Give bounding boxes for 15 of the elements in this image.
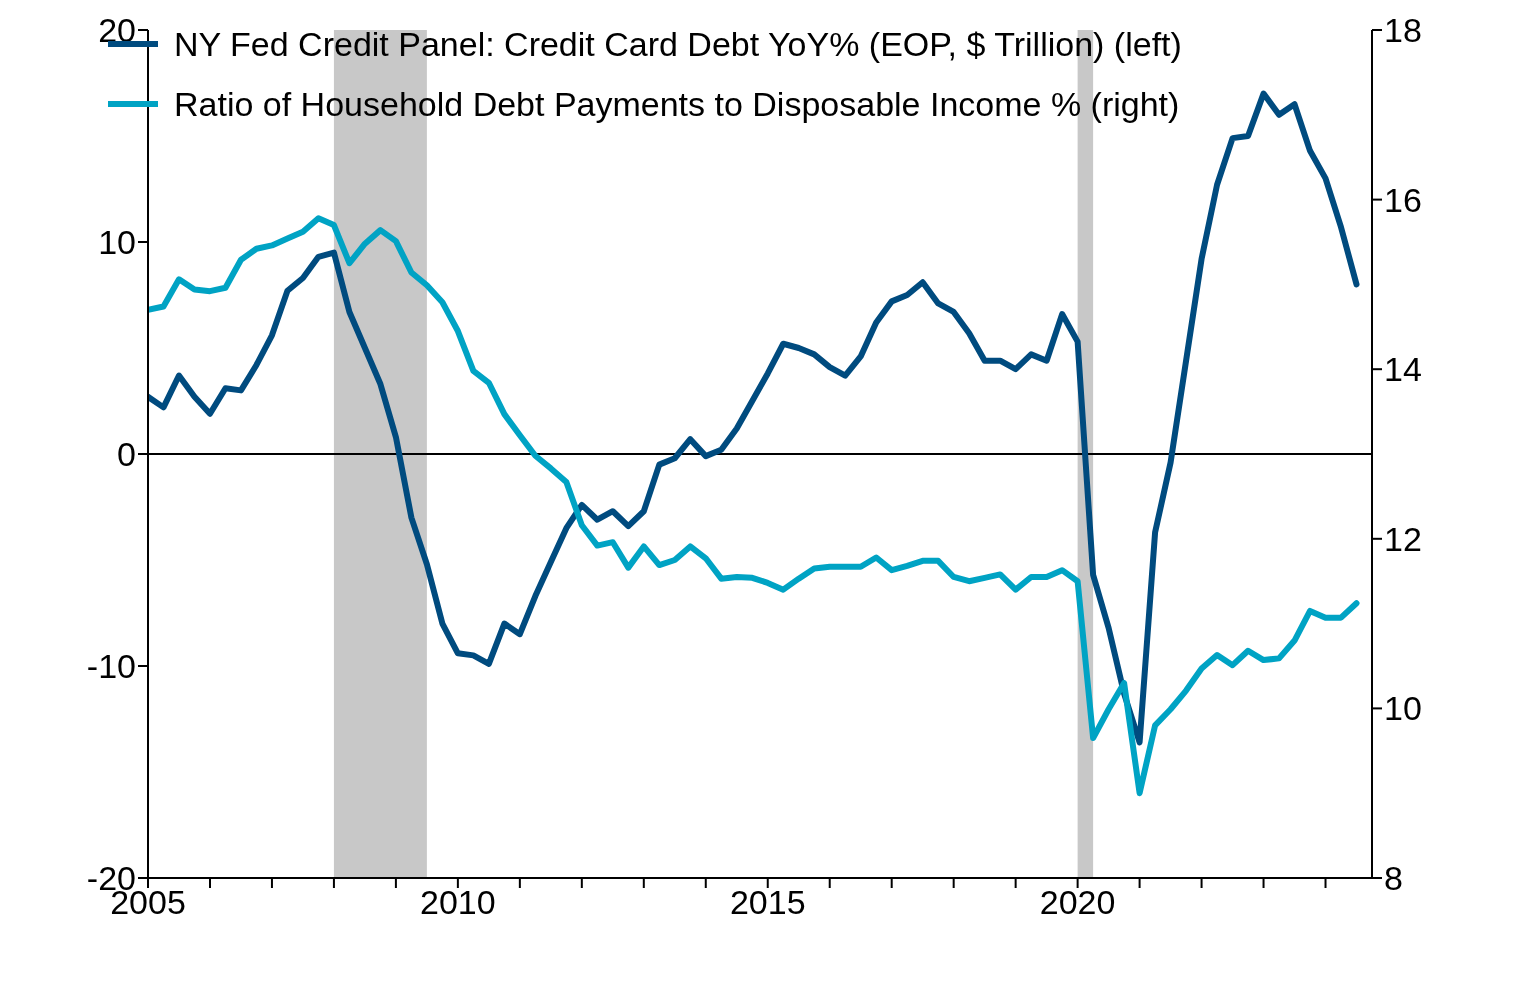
x-tick-label: 2020	[1039, 883, 1116, 922]
y-tick-label: -10	[86, 647, 136, 686]
y2-tick-label: 8	[1384, 859, 1403, 898]
y2-tick-label: 10	[1384, 689, 1422, 728]
y2-tick-label: 18	[1384, 11, 1422, 50]
x-tick-label: 2010	[420, 883, 496, 922]
y2-tick-label: 12	[1384, 519, 1422, 558]
y2-tick-label: 14	[1384, 350, 1422, 389]
y2-tick-label: 16	[1384, 180, 1422, 219]
y-tick-label: 0	[117, 435, 136, 474]
legend-label: NY Fed Credit Panel: Credit Card Debt YoY% (EOP, $ Trillion) (left)	[174, 24, 1182, 64]
x-tick-label: 2015	[729, 883, 806, 922]
y-tick-label: 10	[98, 223, 136, 262]
legend-label: Ratio of Household Debt Payments to Disposable Income % (right)	[174, 84, 1180, 124]
y-tick-label: 20	[98, 11, 136, 50]
